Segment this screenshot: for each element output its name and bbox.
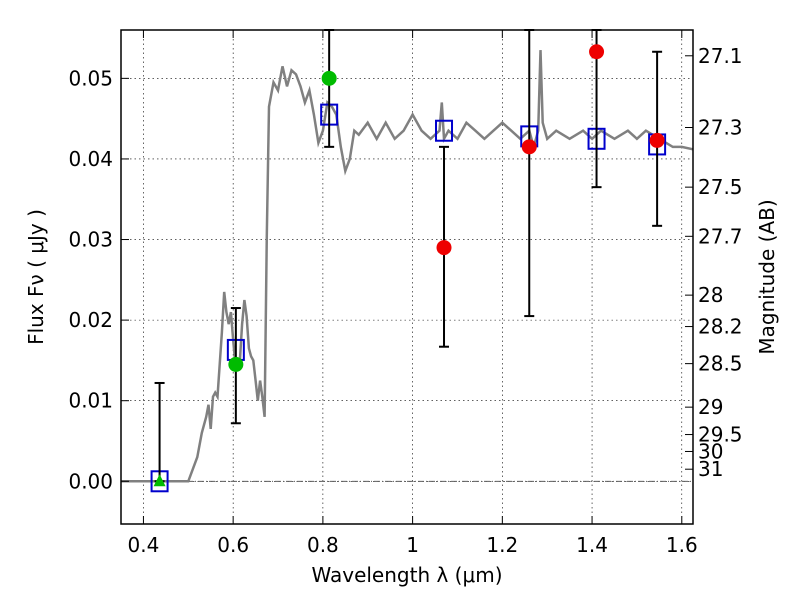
red-point [589, 44, 605, 60]
right-tick-label: 27.1 [698, 44, 743, 68]
x-tick-label: 1 [406, 533, 419, 557]
right-tick-label: 28 [698, 283, 723, 307]
right-tick-label: 29.5 [698, 423, 743, 447]
right-tick-label: 29 [698, 395, 723, 419]
data-points-layer [150, 29, 667, 493]
right-tick-label: 27.3 [698, 116, 743, 140]
plot-frame [120, 29, 694, 525]
model-band-box [435, 119, 454, 142]
model-spectrum-line [121, 50, 694, 483]
right-tick-label: 28.2 [698, 315, 743, 339]
right-tick-label: 30 [698, 439, 723, 463]
model-spectrum-layer [121, 50, 694, 483]
x-tick-label: 1.4 [576, 533, 608, 557]
y-tick-label: 0.03 [68, 228, 113, 252]
y-axis-label: Flux Fν ( μJy ) [24, 209, 48, 345]
right-tick-label: 27.7 [698, 224, 743, 248]
x-tick-label: 0.8 [307, 533, 339, 557]
y-tick-label: 0.00 [68, 469, 113, 493]
y-tick-label: 0.05 [68, 66, 113, 90]
red-point [436, 240, 452, 256]
y-tick-label: 0.04 [68, 147, 113, 171]
red-point [521, 139, 537, 155]
x-tick-label: 1.2 [486, 533, 518, 557]
right-axis-label: Magnitude (AB) [755, 199, 779, 354]
green-point [228, 356, 244, 372]
right-tick-label: 27.5 [698, 175, 743, 199]
x-tick-label: 0.6 [217, 533, 249, 557]
right-tick-label: 28.5 [698, 352, 743, 376]
red-point [649, 132, 665, 148]
x-tick-label: 0.4 [128, 533, 160, 557]
grid [121, 30, 693, 524]
green-point [321, 70, 337, 86]
y-tick-label: 0.01 [68, 389, 113, 413]
right-tick-label: 31 [698, 457, 723, 481]
y-tick-label: 0.02 [68, 308, 113, 332]
green-triangle [153, 474, 166, 487]
ticks-layer: 0.4 0.6 0.8 1 1.2 1.4 1.6 0.00 0.01 0.02 0.03 0.04 0… [68, 30, 743, 557]
x-tick-label: 1.6 [666, 533, 698, 557]
x-axis-label: Wavelength λ (μm) [311, 563, 502, 587]
